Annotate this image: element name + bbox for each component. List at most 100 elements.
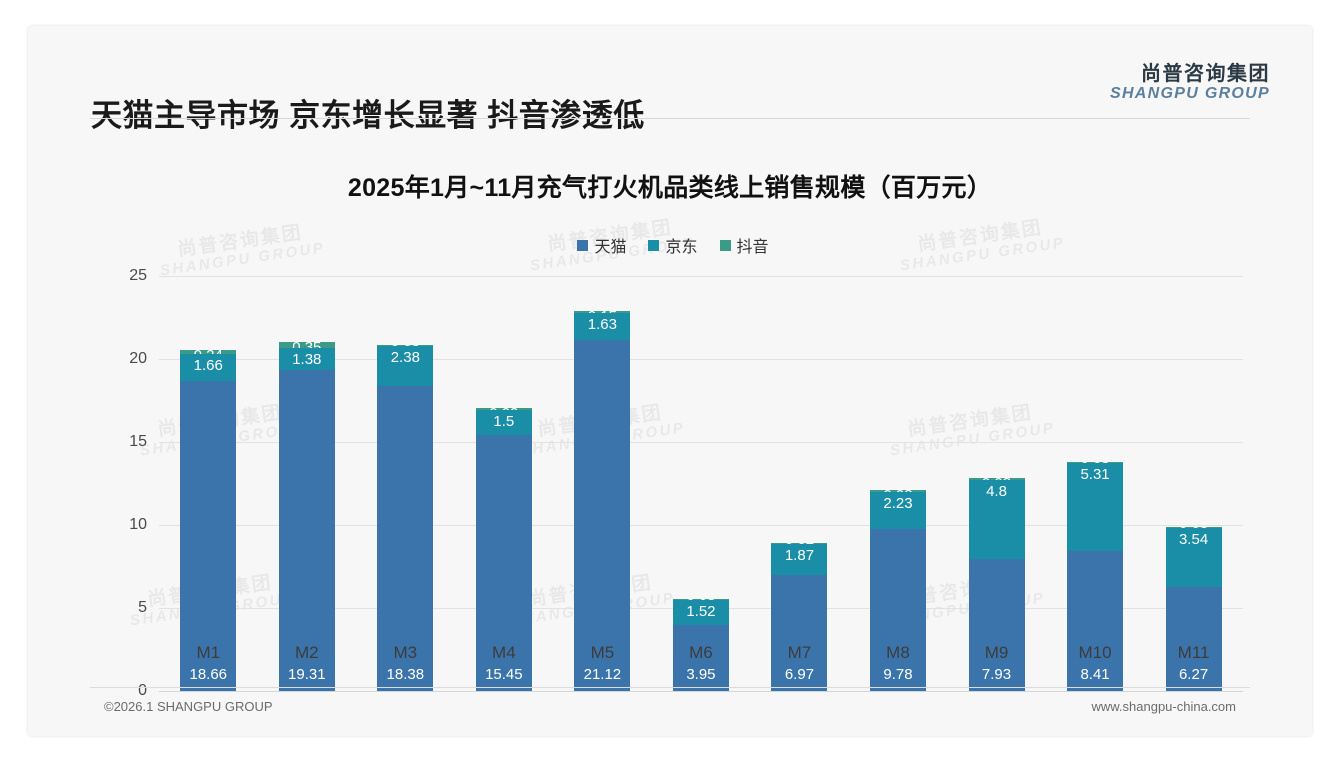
legend-label: 天猫 bbox=[594, 239, 627, 256]
legend-item[interactable]: 京东 bbox=[648, 233, 698, 257]
legend-label: 抖音 bbox=[736, 239, 769, 256]
x-axis-tick-label: M1 bbox=[196, 643, 221, 662]
bar-value-label: 8.41 bbox=[1080, 666, 1110, 683]
bar-segment[interactable]: 7.93 bbox=[968, 559, 1025, 691]
bar-value-label: 6.27 bbox=[1178, 666, 1209, 683]
x-axis-tick-label: M7 bbox=[787, 643, 812, 662]
bar-segment[interactable]: 6.27 bbox=[1165, 586, 1222, 691]
bar-value-label: 6.97 bbox=[784, 666, 815, 683]
brand-logo: 尚普咨询集团 SHANGPU GROUP bbox=[1110, 64, 1270, 103]
gridline bbox=[159, 691, 1243, 692]
bar-column[interactable]: 0.085.318.41 bbox=[1067, 276, 1124, 691]
x-axis-tick-label: M5 bbox=[590, 643, 615, 662]
x-axis-tick-label: M11 bbox=[1177, 643, 1210, 662]
legend-item[interactable]: 抖音 bbox=[719, 233, 769, 257]
x-axis-tick-label: M6 bbox=[689, 643, 713, 662]
logo-text-en: SHANGPU GROUP bbox=[1109, 85, 1270, 102]
page-title: 天猫主导市场 京东增长显著 抖音渗透低 bbox=[91, 98, 645, 133]
bar-segment[interactable]: 15.45 bbox=[475, 434, 532, 691]
gridline bbox=[159, 442, 1243, 443]
bar-column[interactable]: 0.083.546.27 bbox=[1165, 276, 1222, 691]
bar-value-label: 5.31 bbox=[1080, 466, 1110, 484]
x-axis-tick-label: M10 bbox=[1078, 643, 1112, 662]
chart-title: 2025年1月~11月充气打火机品类线上销售规模（百万元） bbox=[347, 174, 993, 202]
bar-value-label: 9.78 bbox=[883, 666, 913, 683]
y-axis-tick-label: 20 bbox=[129, 350, 147, 367]
bar-segment[interactable]: 4.8 bbox=[968, 479, 1025, 560]
bar-value-label: 3.95 bbox=[686, 666, 716, 683]
bar-segment[interactable]: 2.23 bbox=[869, 491, 926, 529]
y-axis-tick-label: 0 bbox=[138, 682, 147, 699]
bar-value-label: 1.87 bbox=[784, 547, 815, 565]
bar-value-label: 21.12 bbox=[583, 666, 622, 683]
legend-item[interactable]: 天猫 bbox=[577, 233, 626, 257]
bar-column[interactable]: 0.081.523.95 bbox=[672, 276, 729, 691]
y-axis-tick-label: 5 bbox=[138, 599, 147, 616]
y-axis-tick-label: 25 bbox=[129, 267, 147, 284]
bar-value-label: 1.66 bbox=[193, 356, 223, 374]
bar-value-label: 1.63 bbox=[587, 316, 617, 334]
y-axis-tick-label: 10 bbox=[129, 516, 147, 533]
bar-column[interactable]: 0.082.239.78 bbox=[869, 276, 926, 691]
bar-value-label: 1.5 bbox=[493, 412, 515, 430]
bar-segment[interactable]: 9.78 bbox=[869, 528, 926, 691]
footer-copyright: ©2026.1 SHANGPU GROUP bbox=[104, 699, 273, 714]
y-axis: 25 20 15 10 5 0 bbox=[103, 267, 159, 699]
bar-segment[interactable]: 18.38 bbox=[377, 385, 434, 691]
header-divider bbox=[90, 118, 1250, 119]
x-axis-tick-label: M2 bbox=[294, 643, 319, 662]
bar-segment[interactable]: 1.52 bbox=[672, 600, 729, 626]
bar-segment[interactable]: 19.31 bbox=[278, 370, 335, 691]
bar-segment[interactable]: 1.87 bbox=[771, 544, 828, 576]
gridline bbox=[159, 276, 1243, 277]
y-axis-tick-label: 15 bbox=[129, 433, 147, 450]
bar-value-label: 7.93 bbox=[981, 666, 1012, 683]
bar-segment[interactable]: 1.5 bbox=[475, 409, 532, 435]
bar-value-label: 15.45 bbox=[485, 666, 523, 683]
bar-column[interactable]: 0.091.515.45 bbox=[475, 276, 532, 691]
bar-segment[interactable]: 1.63 bbox=[574, 313, 631, 341]
bar-value-label: 2.23 bbox=[883, 494, 913, 512]
bar-value-label: 18.38 bbox=[386, 666, 425, 683]
legend-label: 京东 bbox=[665, 239, 698, 256]
bar-segment[interactable]: 6.97 bbox=[771, 575, 828, 691]
bar-value-label: 2.38 bbox=[390, 349, 420, 367]
bar-series-group: 0.241.6618.660.351.3819.310.082.3818.380… bbox=[159, 276, 1243, 691]
bar-value-label: 18.66 bbox=[189, 666, 228, 683]
bar-value-label: 1.52 bbox=[686, 603, 716, 621]
footer-divider bbox=[90, 687, 1250, 688]
bar-segment[interactable]: 3.54 bbox=[1165, 528, 1222, 587]
chart-legend: 天猫 京东 抖音 bbox=[103, 233, 1243, 257]
bar-column[interactable]: 0.071.876.97 bbox=[771, 276, 828, 691]
bar-column[interactable]: 0.084.87.93 bbox=[968, 276, 1025, 691]
bar-value-label: 1.38 bbox=[292, 350, 322, 368]
bar-segment[interactable]: 18.66 bbox=[180, 381, 237, 691]
x-axis: M1 M2 M3 M4 M5 M6 M7 M8 M9 M10 M11 bbox=[159, 636, 1243, 670]
bar-segment[interactable]: 21.12 bbox=[574, 340, 631, 691]
legend-swatch-icon bbox=[577, 239, 589, 251]
bar-segment[interactable]: 1.38 bbox=[278, 347, 335, 371]
bar-value-label: 19.31 bbox=[288, 666, 326, 683]
legend-swatch-icon bbox=[719, 239, 731, 251]
bar-segment[interactable]: 8.41 bbox=[1067, 551, 1124, 691]
legend-swatch-icon bbox=[648, 239, 660, 251]
gridline bbox=[159, 525, 1243, 526]
slide-card: 尚普咨询集团 SHANGPU GROUP 尚普咨询集团 SHANGPU GROU… bbox=[28, 26, 1312, 736]
gridline bbox=[159, 359, 1243, 360]
bar-segment[interactable]: 5.31 bbox=[1067, 463, 1124, 552]
bar-segment[interactable]: 3.95 bbox=[672, 625, 729, 691]
slide-header: 天猫主导市场 京东增长显著 抖音渗透低 尚普咨询集团 SHANGPU GROUP bbox=[28, 26, 1312, 133]
bar-segment[interactable]: 2.38 bbox=[377, 346, 434, 386]
logo-text-cn: 尚普咨询集团 bbox=[1141, 63, 1270, 85]
bar-value-label: 4.8 bbox=[986, 482, 1007, 500]
bar-segment[interactable]: 1.66 bbox=[180, 353, 237, 382]
x-axis-tick-label: M9 bbox=[984, 643, 1009, 662]
footer-website: www.shangpu-china.com bbox=[1091, 699, 1236, 714]
